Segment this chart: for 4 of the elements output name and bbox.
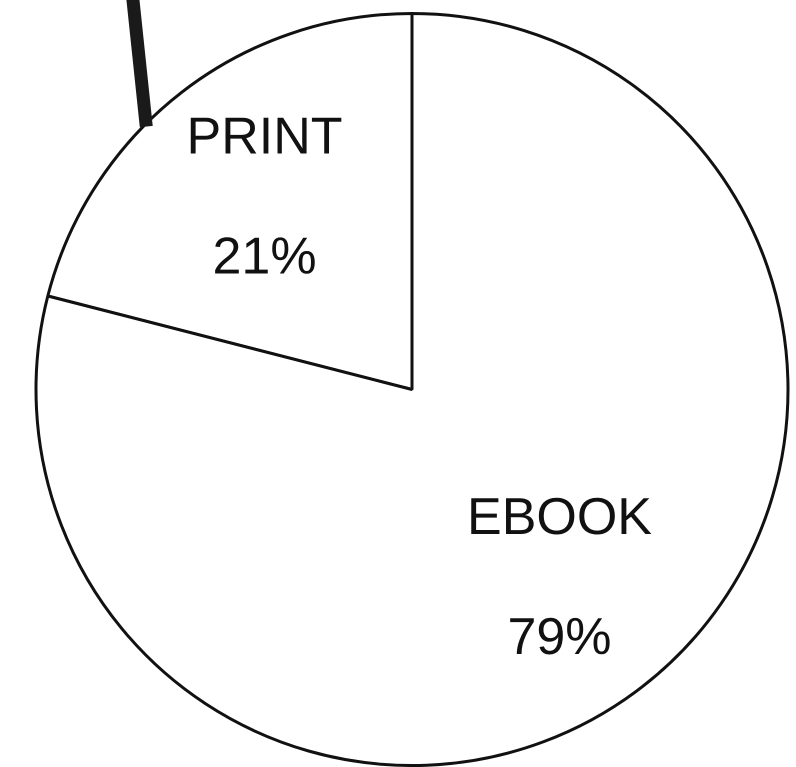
data-label: 21%	[212, 228, 317, 286]
slice-label: PRINT	[186, 108, 343, 166]
data-label: 79%	[507, 608, 612, 666]
slice-label: EBOOK	[467, 488, 652, 546]
